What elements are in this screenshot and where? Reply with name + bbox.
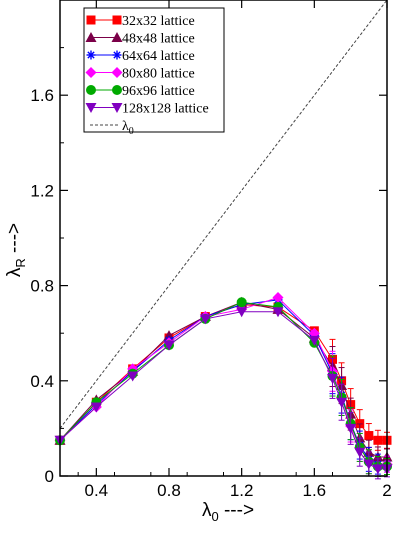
legend-item: λ0	[90, 119, 134, 137]
data-point	[236, 307, 248, 318]
data-point	[163, 340, 175, 351]
legend-item: 96x96 lattice	[86, 84, 195, 99]
x-tick-label: 0.4	[85, 481, 109, 500]
data-point	[372, 464, 384, 475]
data-point	[86, 15, 96, 25]
data-point	[308, 335, 320, 346]
legend-item: 128x128 lattice	[85, 102, 209, 117]
series-5	[54, 307, 393, 480]
x-tick-label: 1.2	[230, 481, 254, 500]
data-point	[111, 67, 123, 78]
y-tick-label: 0.8	[30, 277, 54, 296]
legend-label: 80x80 lattice	[122, 67, 195, 82]
legend-item: 64x64 lattice	[86, 49, 195, 64]
data-point	[354, 447, 366, 458]
y-tick-label: 1.6	[30, 86, 54, 105]
legend-label: 32x32 lattice	[122, 14, 195, 29]
data-point	[336, 397, 348, 408]
data-point	[86, 50, 96, 60]
legend-label: λ0	[122, 119, 134, 137]
x-tick-label: 2	[382, 481, 391, 500]
data-point	[112, 15, 122, 25]
y-axis-title: λR --->	[4, 223, 28, 277]
data-point	[85, 32, 97, 42]
data-point	[112, 85, 122, 95]
y-tick-label: 1.2	[30, 181, 54, 200]
axis-ticks: 0.4 0.8 1.2 1.6 2 0 0.4 0.8 1.2 1.6	[30, 0, 392, 500]
x-tick-label: 0.8	[157, 481, 181, 500]
series-line	[59, 304, 387, 441]
legend-item: 48x48 lattice	[85, 32, 195, 47]
legend-item: 32x32 lattice	[86, 14, 195, 29]
data-point	[272, 307, 284, 318]
plot-area	[54, 0, 393, 480]
data-point	[364, 431, 374, 441]
legend-label: 64x64 lattice	[122, 49, 195, 64]
y-tick-label: 0.4	[30, 372, 54, 391]
data-point	[199, 314, 211, 325]
x-tick-label: 1.6	[303, 481, 327, 500]
data-point	[112, 50, 122, 60]
legend-label: 128x128 lattice	[122, 102, 209, 117]
data-point	[85, 67, 97, 78]
x-axis-title: λ0 --->	[202, 500, 254, 524]
legend: 32x32 lattice 48x48 lattice 64x64 lattice 8…	[83, 7, 225, 137]
data-point	[111, 32, 123, 42]
legend-label: 96x96 lattice	[122, 84, 195, 99]
data-point	[86, 85, 96, 95]
legend-label: 48x48 lattice	[122, 32, 195, 47]
y-tick-label: 0	[45, 467, 54, 486]
legend-box	[83, 7, 225, 133]
data-point	[345, 423, 357, 434]
data-point	[111, 103, 123, 113]
data-point	[90, 402, 102, 413]
data-point	[85, 103, 97, 113]
data-point	[373, 435, 383, 445]
data-point	[272, 292, 284, 303]
data-point	[327, 373, 338, 384]
legend-item: 80x80 lattice	[85, 67, 195, 82]
data-point	[236, 297, 247, 308]
data-point	[363, 459, 375, 470]
data-point	[127, 371, 139, 382]
